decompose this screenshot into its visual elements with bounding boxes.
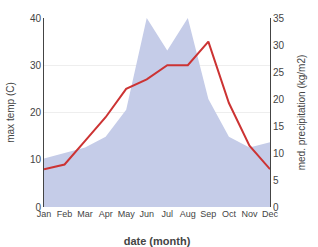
svg-text:Jun: Jun — [139, 209, 154, 219]
svg-text:Jan: Jan — [37, 209, 52, 219]
svg-text:Apr: Apr — [99, 209, 113, 219]
svg-text:Nov: Nov — [241, 209, 258, 219]
svg-text:May: May — [118, 209, 136, 219]
svg-text:max temp (C): max temp (C) — [5, 82, 16, 143]
svg-text:Dec: Dec — [262, 209, 279, 219]
svg-text:40: 40 — [30, 13, 42, 24]
svg-text:Oct: Oct — [222, 209, 237, 219]
svg-text:30: 30 — [273, 40, 285, 51]
svg-text:Jul: Jul — [162, 209, 174, 219]
svg-text:med. precipitation (kg/m2): med. precipitation (kg/m2) — [296, 55, 307, 171]
svg-text:30: 30 — [30, 60, 42, 71]
svg-text:25: 25 — [273, 67, 285, 78]
svg-text:10: 10 — [273, 148, 285, 159]
svg-text:35: 35 — [273, 13, 285, 24]
svg-text:15: 15 — [273, 121, 285, 132]
svg-text:0: 0 — [35, 202, 41, 213]
svg-text:20: 20 — [30, 107, 42, 118]
svg-text:Mar: Mar — [77, 209, 93, 219]
svg-text:10: 10 — [30, 154, 42, 165]
svg-text:Aug: Aug — [180, 209, 196, 219]
svg-text:date (month): date (month) — [124, 235, 191, 247]
svg-text:0: 0 — [273, 202, 279, 213]
svg-text:20: 20 — [273, 94, 285, 105]
svg-text:5: 5 — [273, 175, 279, 186]
svg-text:Sep: Sep — [200, 209, 216, 219]
svg-text:Feb: Feb — [57, 209, 73, 219]
